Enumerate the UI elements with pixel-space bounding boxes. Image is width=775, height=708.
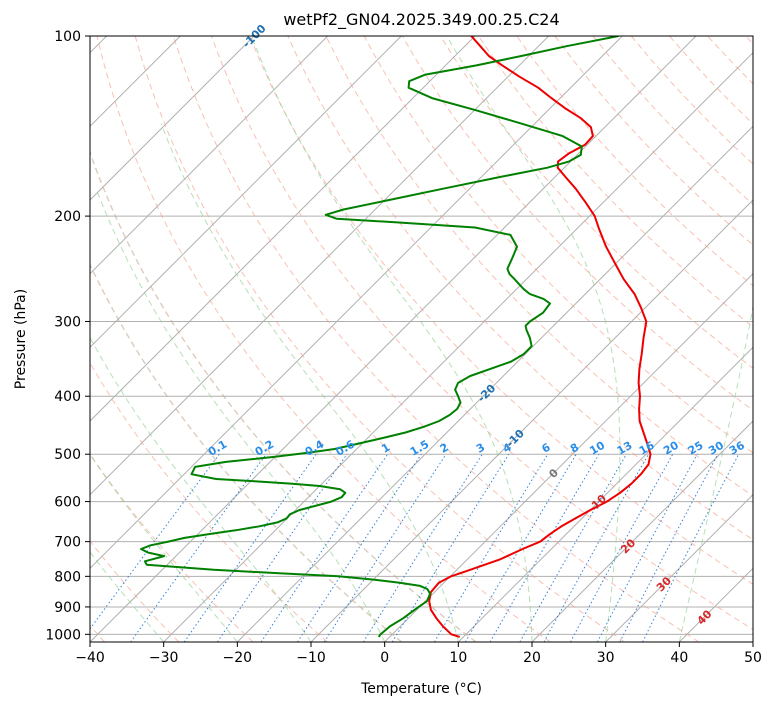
x-tick-label: −40 [75, 650, 105, 666]
dry-adiabat-line [90, 150, 477, 642]
mixing-ratio-line [519, 453, 627, 642]
y-tick-label: 300 [54, 314, 81, 330]
x-tick-label: 50 [744, 650, 762, 666]
moist-adiabat-line [251, 36, 533, 642]
dry-adiabat-line [439, 36, 753, 369]
isotherm-line [90, 36, 623, 570]
dry-adiabat-line [287, 36, 753, 541]
isotherm-line [90, 36, 329, 275]
mixing-ratio-line [464, 453, 577, 642]
isotherm-line [90, 36, 255, 201]
x-axis-label: Temperature (°C) [360, 681, 482, 697]
mixing-ratio-line [362, 453, 483, 642]
x-tick-label: −20 [223, 650, 253, 666]
y-tick-label: 700 [54, 535, 81, 551]
mixing-ratio-line [596, 453, 698, 642]
axes: −40 −30 −20 −10 0 10 20 30 40 50 100 200 300 400 500 60… [45, 29, 762, 666]
moist-adiabat-line [90, 453, 238, 642]
mixing-ratio-line [260, 453, 389, 642]
isotherm-line [236, 125, 753, 642]
background-lines [90, 36, 753, 642]
mixing-ratio-line [183, 453, 317, 642]
dry-adiabat-line [401, 36, 753, 411]
isotherm-line [90, 36, 550, 496]
moist-adiabat-line [678, 303, 753, 642]
moist-adiabat-line [446, 36, 621, 642]
dry-adiabat-line [363, 36, 753, 454]
mixing-ratio-line [323, 453, 447, 642]
dry-adiabat-line [134, 36, 625, 642]
chart-title: wetPf2_GN04.2025.349.00.25.C24 [283, 10, 559, 30]
moist-adiabat-line [90, 551, 165, 642]
moist-adiabat-line [160, 123, 459, 642]
dry-adiabat-line [90, 453, 254, 642]
x-tick-label: 40 [670, 650, 688, 666]
x-tick-label: −30 [149, 650, 179, 666]
y-tick-label: 200 [54, 209, 81, 225]
moist-adiabat-line [90, 336, 312, 642]
dry-adiabat-line [325, 36, 753, 497]
y-tick-label: 1000 [45, 627, 81, 643]
isotherm-line [531, 420, 753, 642]
x-tick-label: 0 [380, 650, 389, 666]
plot-frame [89, 35, 754, 643]
mixing-ratio-line [90, 453, 220, 630]
dry-adiabat-line [249, 36, 753, 585]
isotherm-line [384, 272, 753, 642]
isotherm-line [90, 36, 697, 642]
isotherm-line [90, 36, 402, 349]
temperature-profile-line [428, 36, 652, 638]
y-tick-label: 500 [54, 447, 81, 463]
dry-adiabat-line [90, 362, 328, 642]
x-tick-label: 20 [523, 650, 541, 666]
y-tick-label: 100 [54, 29, 81, 45]
x-tick-label: 10 [449, 650, 467, 666]
dry-adiabat-line [478, 36, 753, 328]
moist-adiabat-line [95, 188, 386, 642]
dewpoint-profile-line [140, 36, 619, 638]
x-tick-label: −10 [296, 650, 326, 666]
isotherm-line [605, 493, 753, 642]
dry-adiabat-line [211, 36, 753, 631]
mixing-ratio-line [216, 453, 348, 642]
dry-adiabat-line [96, 36, 551, 642]
mixing-ratio-line [297, 453, 422, 642]
mixing-ratio-line [489, 453, 600, 642]
dry-adiabat-line [172, 36, 700, 642]
isotherm-line [163, 51, 753, 642]
mixing-ratio-line [543, 453, 649, 642]
isotherm-line [310, 199, 753, 642]
dry-adiabat-line [90, 263, 403, 642]
y-tick-label: 400 [54, 389, 81, 405]
x-tick-label: 30 [597, 650, 615, 666]
y-tick-label: 900 [54, 600, 81, 616]
mixing-ratio-line [569, 453, 674, 642]
y-axis-label: Pressure (hPa) [13, 289, 29, 389]
y-tick-label: 600 [54, 495, 81, 511]
y-tick-label: 800 [54, 569, 81, 585]
mixing-ratio-line [130, 453, 267, 642]
dry-adiabat-line [516, 36, 753, 287]
data-series [140, 36, 652, 638]
isotherm-line [457, 346, 753, 642]
